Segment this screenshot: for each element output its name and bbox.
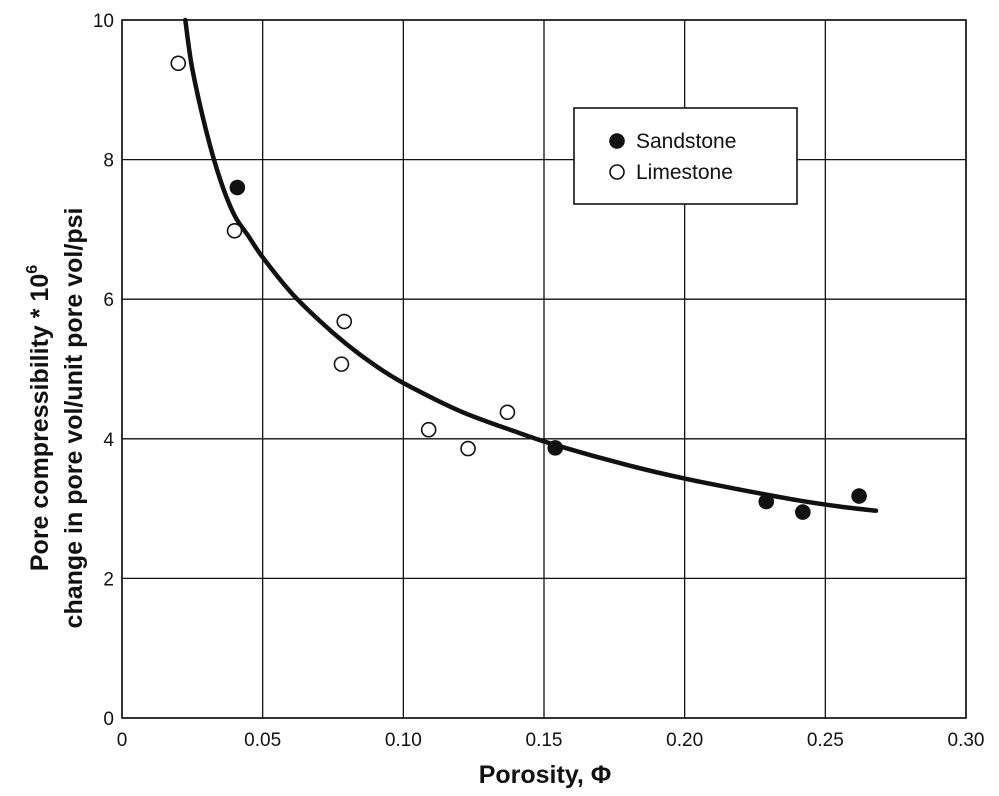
y-tick-label: 10 [93,11,114,32]
y-axis-title-line1: Pore compressibility * 10 [26,274,54,571]
limestone-point [170,55,187,72]
x-tick-label: 0.10 [385,730,422,751]
svg-text:Pore compressibility * 106: Pore compressibility * 106 [24,265,54,571]
x-tick-label: 0 [117,730,128,751]
fit-curve [183,17,879,513]
sandstone-point [229,179,246,196]
grid-lines [121,19,967,719]
sandstone-point [547,440,564,456]
legend: Sandstone Limestone [573,107,798,205]
limestone-point [336,313,353,330]
y-axis-title: Pore compressibility * 106 change in por… [24,208,88,629]
limestone-point [499,404,516,421]
y-tick-label: 4 [103,430,114,451]
limestone-point [226,222,243,239]
limestone-point [333,356,350,372]
y-tick-label: 8 [103,151,114,172]
limestone-point [460,440,476,457]
y-axis-title-superscript: 6 [24,265,41,274]
x-tick-labels: 0 0.05 0.10 0.15 0.20 0.25 0.30 [117,730,985,751]
limestone-point [420,421,437,438]
legend-label-sandstone: Sandstone [636,130,736,153]
legend-box [573,107,798,205]
x-tick-label: 0.20 [666,730,703,751]
y-axis-title-line2: change in pore vol/unit pore vol/psi [60,208,88,629]
x-axis-title: Porosity, Φ [479,761,612,789]
y-tick-label: 2 [103,569,114,590]
y-tick-label: 6 [103,290,114,311]
x-tick-label: 0.05 [244,730,281,751]
sandstone-point [795,504,811,520]
x-tick-label: 0.30 [948,730,985,751]
y-tick-label: 0 [103,709,114,730]
data-points [170,55,867,520]
legend-marker-limestone [609,164,625,180]
x-tick-label: 0.15 [526,730,563,751]
y-tick-labels: 0 2 4 6 8 10 [93,11,115,730]
sandstone-point [758,493,775,510]
plot-frame [121,19,967,719]
sandstone-point [851,488,867,504]
x-tick-label: 0.25 [807,730,844,751]
legend-marker-sandstone [609,133,625,149]
legend-label-limestone: Limestone [636,161,733,184]
